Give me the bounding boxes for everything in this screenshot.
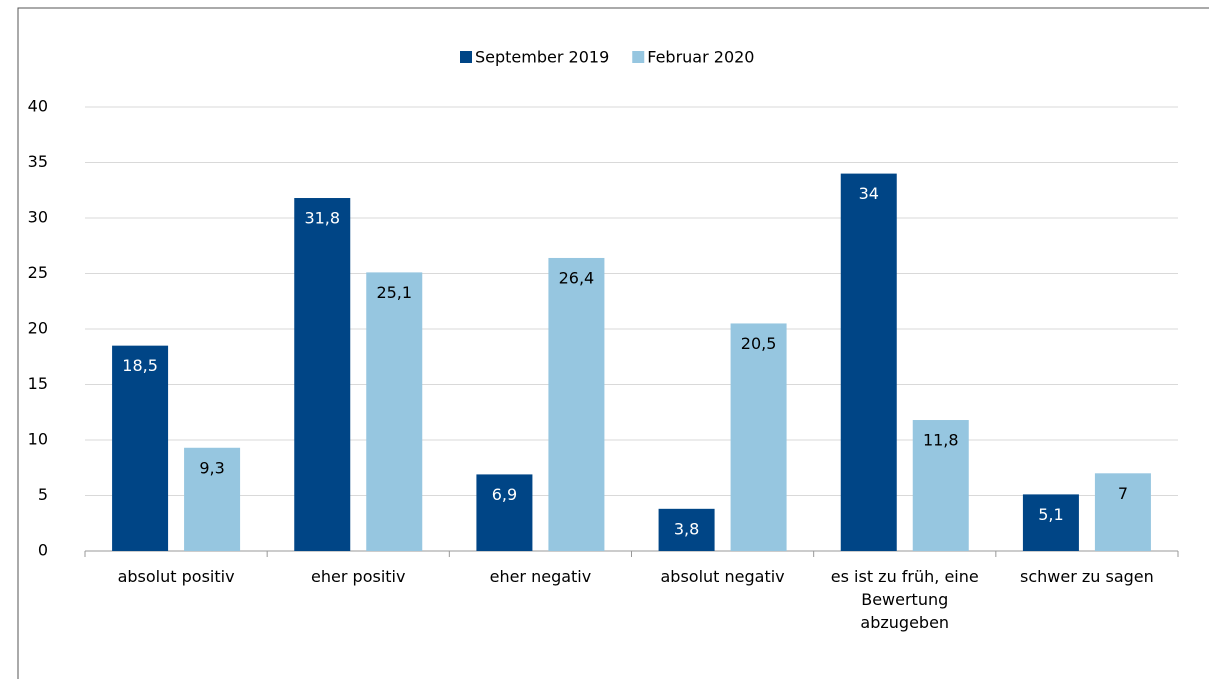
data-label: 9,3 bbox=[199, 458, 224, 477]
bar bbox=[366, 272, 423, 551]
data-label: 26,4 bbox=[559, 268, 595, 287]
x-tick-label: absolut negativ bbox=[660, 567, 785, 586]
y-tick-label: 25 bbox=[28, 263, 48, 282]
bar bbox=[1022, 494, 1079, 551]
bar bbox=[1094, 473, 1151, 551]
legend-swatch bbox=[632, 51, 645, 63]
bar bbox=[912, 420, 969, 551]
legend-swatch bbox=[460, 51, 472, 63]
bar bbox=[548, 257, 605, 551]
bar bbox=[840, 173, 897, 551]
data-label: 31,8 bbox=[304, 209, 340, 228]
data-label: 11,8 bbox=[923, 431, 959, 450]
data-label: 7 bbox=[1118, 484, 1128, 503]
x-tick-label: es ist zu früh, eine Bewertung abzugeben bbox=[830, 567, 979, 632]
x-tick-label: eher positiv bbox=[311, 567, 406, 586]
x-tick-label: schwer zu sagen bbox=[1020, 567, 1154, 586]
data-label: 6,9 bbox=[492, 485, 517, 504]
data-label: 25,1 bbox=[376, 283, 412, 302]
frame bbox=[17, 7, 1209, 679]
data-label: 18,5 bbox=[122, 356, 158, 375]
x-tick-label: eher negativ bbox=[489, 567, 592, 586]
y-tick-label: 0 bbox=[38, 541, 48, 560]
bar bbox=[658, 508, 715, 551]
y-tick-label: 15 bbox=[28, 374, 48, 393]
legend-label: Februar 2020 bbox=[647, 48, 754, 67]
data-label: 3,8 bbox=[674, 519, 699, 538]
y-tick-label: 5 bbox=[38, 485, 48, 504]
bar bbox=[112, 345, 169, 551]
data-label: 34 bbox=[859, 184, 879, 203]
bar bbox=[730, 323, 787, 551]
y-tick-label: 20 bbox=[28, 319, 48, 338]
y-tick-label: 30 bbox=[28, 208, 48, 227]
bar bbox=[294, 198, 351, 551]
y-tick-label: 35 bbox=[28, 152, 48, 171]
y-tick-label: 40 bbox=[28, 97, 48, 116]
x-tick-label: absolut positiv bbox=[117, 567, 235, 586]
bar bbox=[184, 447, 241, 551]
legend-label: September 2019 bbox=[475, 48, 609, 67]
data-label: 5,1 bbox=[1038, 505, 1063, 524]
data-label: 20,5 bbox=[741, 334, 777, 353]
y-tick-label: 10 bbox=[28, 430, 48, 449]
bar bbox=[476, 474, 533, 551]
